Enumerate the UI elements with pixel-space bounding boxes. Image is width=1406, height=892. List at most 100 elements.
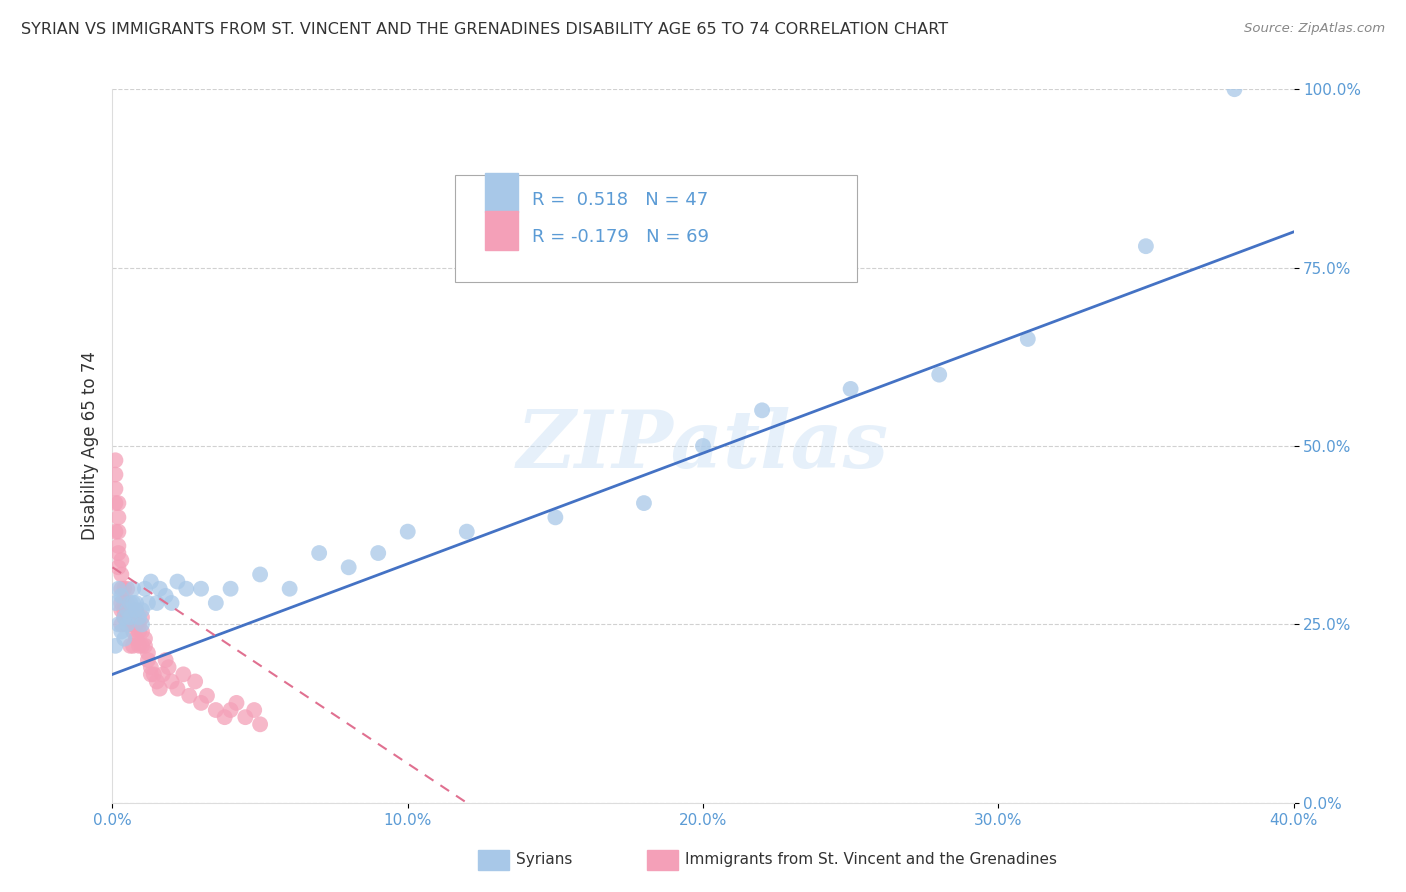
- Point: [117, 596, 138, 610]
- Point: [278, 582, 301, 596]
- Point: [149, 582, 172, 596]
- Point: [104, 596, 127, 610]
- Point: [110, 624, 132, 639]
- FancyBboxPatch shape: [456, 175, 856, 282]
- Point: [337, 560, 360, 574]
- Point: [928, 368, 950, 382]
- Point: [112, 582, 135, 596]
- Point: [692, 439, 714, 453]
- Text: Immigrants from St. Vincent and the Grenadines: Immigrants from St. Vincent and the Gren…: [685, 853, 1057, 867]
- Point: [112, 632, 135, 646]
- Point: [122, 639, 145, 653]
- Point: [136, 596, 159, 610]
- Point: [633, 496, 655, 510]
- Point: [120, 596, 142, 610]
- Point: [112, 603, 135, 617]
- Point: [128, 617, 150, 632]
- Point: [131, 617, 153, 632]
- Point: [179, 689, 201, 703]
- Point: [205, 703, 228, 717]
- Text: R =  0.518   N = 47: R = 0.518 N = 47: [531, 191, 709, 209]
- Bar: [485, 173, 517, 212]
- Point: [214, 710, 236, 724]
- Point: [112, 610, 135, 624]
- Point: [139, 660, 162, 674]
- Point: [456, 524, 478, 539]
- Point: [110, 603, 132, 617]
- Point: [110, 589, 132, 603]
- Point: [166, 681, 188, 696]
- Point: [120, 610, 142, 624]
- Point: [104, 467, 127, 482]
- Point: [117, 582, 138, 596]
- Point: [104, 453, 127, 467]
- Point: [544, 510, 567, 524]
- Text: Syrians: Syrians: [516, 853, 572, 867]
- Point: [120, 617, 142, 632]
- Point: [104, 639, 127, 653]
- Text: SYRIAN VS IMMIGRANTS FROM ST. VINCENT AND THE GRENADINES DISABILITY AGE 65 TO 74: SYRIAN VS IMMIGRANTS FROM ST. VINCENT AN…: [21, 22, 948, 37]
- Point: [131, 624, 153, 639]
- Text: ZIPatlas: ZIPatlas: [517, 408, 889, 484]
- Point: [107, 510, 129, 524]
- Point: [104, 482, 127, 496]
- Point: [146, 674, 169, 689]
- Point: [219, 582, 242, 596]
- Point: [160, 596, 183, 610]
- Point: [243, 703, 266, 717]
- Point: [1223, 82, 1246, 96]
- Point: [139, 574, 162, 589]
- Point: [308, 546, 330, 560]
- Point: [107, 539, 129, 553]
- Point: [136, 653, 159, 667]
- Point: [190, 696, 212, 710]
- Point: [120, 610, 142, 624]
- Point: [117, 603, 138, 617]
- Point: [160, 674, 183, 689]
- Point: [104, 524, 127, 539]
- Point: [131, 603, 153, 617]
- Point: [117, 610, 138, 624]
- Point: [107, 546, 129, 560]
- Point: [107, 524, 129, 539]
- Point: [134, 582, 156, 596]
- Point: [125, 632, 148, 646]
- Point: [184, 674, 207, 689]
- Y-axis label: Disability Age 65 to 74: Disability Age 65 to 74: [80, 351, 98, 541]
- Point: [128, 639, 150, 653]
- Point: [174, 582, 197, 596]
- Point: [396, 524, 419, 539]
- Point: [166, 574, 188, 589]
- Point: [128, 624, 150, 639]
- Point: [134, 632, 156, 646]
- Point: [149, 681, 172, 696]
- Point: [122, 610, 145, 624]
- Point: [139, 667, 162, 681]
- Point: [117, 617, 138, 632]
- Point: [104, 496, 127, 510]
- Point: [205, 596, 228, 610]
- Point: [107, 560, 129, 574]
- Point: [249, 567, 271, 582]
- Point: [125, 603, 148, 617]
- Point: [110, 617, 132, 632]
- Point: [367, 546, 389, 560]
- Point: [122, 582, 145, 596]
- Point: [110, 567, 132, 582]
- Point: [131, 639, 153, 653]
- Point: [146, 596, 169, 610]
- Point: [134, 639, 156, 653]
- Point: [155, 653, 177, 667]
- Point: [157, 660, 180, 674]
- Point: [1017, 332, 1039, 346]
- Point: [120, 639, 142, 653]
- Point: [128, 610, 150, 624]
- Point: [110, 596, 132, 610]
- Point: [110, 582, 132, 596]
- Point: [110, 553, 132, 567]
- Point: [136, 646, 159, 660]
- Point: [195, 689, 218, 703]
- Point: [112, 610, 135, 624]
- Text: Source: ZipAtlas.com: Source: ZipAtlas.com: [1244, 22, 1385, 36]
- Point: [142, 667, 165, 681]
